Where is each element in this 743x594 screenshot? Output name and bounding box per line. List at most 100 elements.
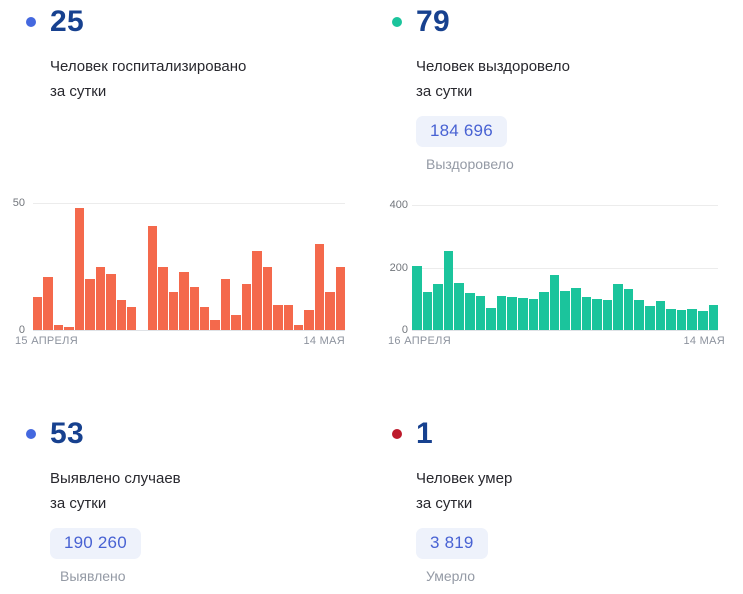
- chart-bar[interactable]: [687, 308, 698, 330]
- x-axis-end-label: 14 МАЯ: [303, 335, 345, 347]
- stat-card-deaths: 1 Человек умер за сутки 3 819 Умерло: [392, 416, 732, 584]
- stat-card-confirmed: 53 Выявлено случаев за сутки 190 260 Выя…: [26, 416, 366, 584]
- confirmed-dot-icon: [26, 429, 36, 439]
- chart-bar[interactable]: [53, 324, 64, 330]
- chart-bar[interactable]: [241, 284, 252, 330]
- chart-bar[interactable]: [645, 305, 655, 330]
- chart-bar[interactable]: [570, 287, 581, 330]
- chart-bar[interactable]: [708, 305, 719, 330]
- x-axis-baseline: [33, 330, 345, 331]
- chart-bar[interactable]: [602, 300, 613, 330]
- y-tick-label: 400: [389, 199, 408, 211]
- chart-bar[interactable]: [676, 310, 687, 330]
- chart-bar[interactable]: [698, 311, 708, 330]
- deaths-total-caption: Умерло: [426, 568, 476, 584]
- chart-bar[interactable]: [443, 251, 454, 330]
- chart-bar[interactable]: [293, 324, 304, 330]
- y-tick-label: 0: [401, 324, 408, 336]
- chart-bar[interactable]: [231, 314, 241, 330]
- x-axis-start-label: 15 АПРЕЛЯ: [15, 335, 78, 347]
- chart-bar[interactable]: [412, 265, 422, 330]
- chart-bar[interactable]: [613, 284, 623, 330]
- chart-bar[interactable]: [85, 279, 95, 330]
- chart-bar[interactable]: [486, 307, 496, 330]
- chart-bar[interactable]: [634, 300, 645, 330]
- chart-bar[interactable]: [623, 289, 634, 330]
- stat-header: 25: [26, 4, 366, 40]
- chart-bar[interactable]: [454, 282, 464, 330]
- chart-bar[interactable]: [220, 279, 231, 330]
- chart-bar[interactable]: [273, 304, 283, 330]
- x-axis-end-label: 14 МАЯ: [683, 335, 725, 347]
- confirmed-total-caption: Выявлено: [60, 568, 126, 584]
- chart-bar[interactable]: [325, 291, 335, 330]
- chart-bar[interactable]: [33, 296, 43, 330]
- x-axis-baseline: [412, 330, 718, 331]
- x-axis-labels: 16 АПРЕЛЯ 14 МАЯ: [388, 335, 725, 347]
- deaths-total-badge: 3 819: [416, 528, 488, 559]
- chart-bar[interactable]: [655, 300, 666, 330]
- stat-header: 79: [392, 4, 732, 40]
- chart-bar[interactable]: [314, 243, 325, 330]
- chart-bar[interactable]: [64, 327, 74, 330]
- chart-bar[interactable]: [43, 276, 53, 330]
- chart-bar[interactable]: [252, 251, 262, 330]
- recovered-total-badge: 184 696: [416, 116, 507, 147]
- chart-bar[interactable]: [539, 291, 549, 330]
- gridline: [412, 267, 718, 269]
- chart-bar[interactable]: [666, 309, 676, 330]
- recovered-total-caption: Выздоровело: [426, 156, 514, 172]
- chart-bar[interactable]: [507, 297, 517, 330]
- chart-bar[interactable]: [475, 295, 486, 330]
- chart-bar[interactable]: [581, 297, 592, 330]
- confirmed-label: Выявлено случаев за сутки: [50, 466, 366, 516]
- chart-bar[interactable]: [560, 290, 570, 330]
- chart-bar[interactable]: [592, 298, 602, 330]
- chart-bar[interactable]: [95, 266, 106, 330]
- chart-bar[interactable]: [304, 309, 314, 330]
- y-tick-label: 200: [389, 261, 408, 274]
- stat-card-recovered: 79 Человек выздоровело за сутки 184 696 …: [392, 4, 732, 172]
- chart-bar[interactable]: [74, 208, 85, 330]
- label-line: за сутки: [416, 495, 473, 512]
- y-axis-ticks: 0 200 400: [371, 199, 408, 336]
- y-tick-label: 0: [18, 324, 25, 336]
- confirmed-total-badge: 190 260: [50, 528, 141, 559]
- chart-bar[interactable]: [168, 291, 179, 330]
- gridline: [412, 205, 718, 206]
- chart-bar[interactable]: [496, 296, 507, 330]
- stat-header: 53: [26, 416, 366, 452]
- label-line: за сутки: [50, 495, 107, 512]
- chart-bar[interactable]: [549, 275, 560, 330]
- chart-bar[interactable]: [433, 283, 443, 330]
- hospitalized-label: Человек госпитализировано за сутки: [50, 54, 366, 104]
- chart-bars: [412, 205, 719, 330]
- chart-bar[interactable]: [116, 299, 126, 330]
- label-line: Человек госпитализировано: [50, 58, 247, 75]
- hospitalized-bar-chart: 0 50 15 АПРЕЛЯ 14 МАЯ: [0, 195, 360, 357]
- chart-bar[interactable]: [126, 307, 137, 330]
- hospitalized-daily-count: 25: [50, 5, 84, 38]
- chart-bars: [33, 203, 346, 330]
- chart-bar[interactable]: [200, 307, 210, 330]
- deaths-dot-icon: [392, 429, 402, 439]
- chart-bar[interactable]: [335, 266, 346, 330]
- recovered-label: Человек выздоровело за сутки: [416, 54, 732, 104]
- chart-bar[interactable]: [106, 274, 116, 330]
- chart-bar[interactable]: [210, 319, 220, 330]
- label-line: Выявлено случаев: [50, 470, 181, 487]
- chart-bar[interactable]: [158, 266, 168, 330]
- chart-bar[interactable]: [517, 298, 528, 330]
- chart-bar[interactable]: [422, 291, 433, 330]
- chart-bar[interactable]: [464, 292, 475, 330]
- confirmed-daily-count: 53: [50, 417, 84, 450]
- chart-bar[interactable]: [283, 304, 293, 330]
- label-line: Человек выздоровело: [416, 58, 570, 75]
- chart-bar[interactable]: [189, 286, 199, 330]
- deaths-daily-count: 1: [416, 417, 433, 450]
- chart-bar[interactable]: [179, 271, 189, 330]
- chart-bar[interactable]: [147, 225, 158, 330]
- chart-bar[interactable]: [262, 266, 273, 330]
- chart-bar[interactable]: [528, 299, 539, 330]
